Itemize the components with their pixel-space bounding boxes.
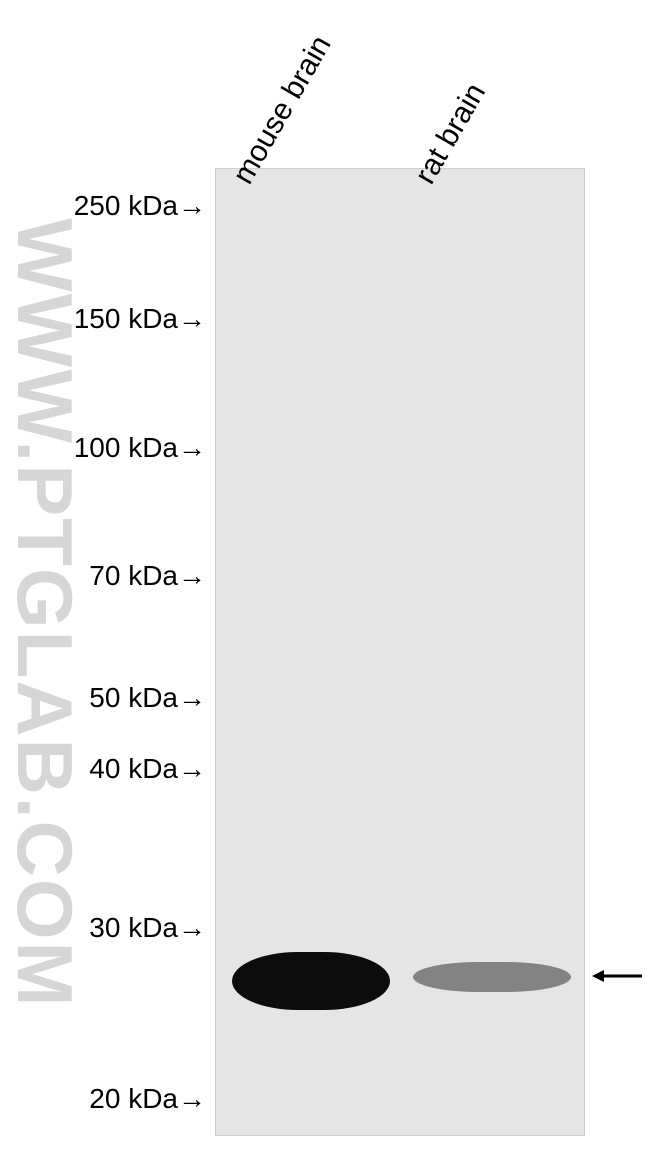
- mw-marker-70: 70 kDa→: [89, 560, 206, 592]
- mw-marker-30: 30 kDa→: [89, 912, 206, 944]
- mw-marker-50: 50 kDa→: [89, 682, 206, 714]
- lane-label-mouse-brain: mouse brain: [227, 30, 339, 190]
- target-band-arrow-icon: [592, 966, 642, 986]
- watermark-text: WWW.PTGLAB.COM: [0, 218, 90, 1009]
- western-blot-figure: WWW.PTGLAB.COM 250 kDa→ 150 kDa→ 100 kDa…: [0, 0, 650, 1174]
- band-mouse-brain: [232, 952, 390, 1010]
- mw-marker-250: 250 kDa→: [74, 190, 206, 222]
- mw-marker-20: 20 kDa→: [89, 1083, 206, 1115]
- mw-marker-40: 40 kDa→: [89, 753, 206, 785]
- mw-marker-100: 100 kDa→: [74, 432, 206, 464]
- band-rat-brain: [413, 962, 571, 992]
- mw-marker-150: 150 kDa→: [74, 303, 206, 335]
